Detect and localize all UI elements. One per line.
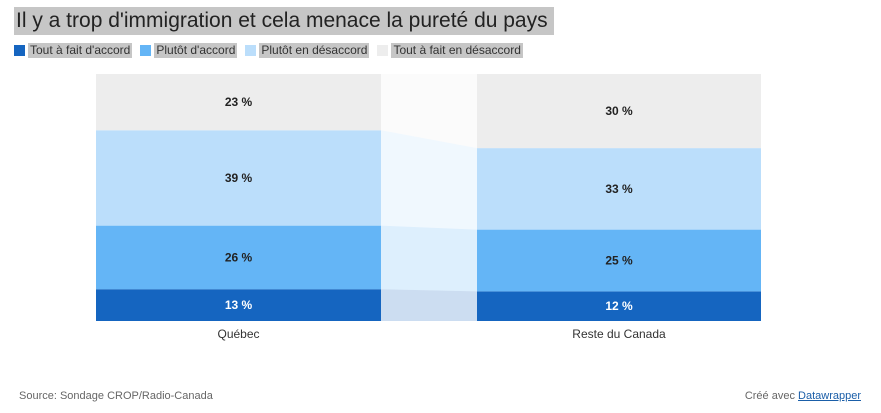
bar-segment — [477, 229, 761, 292]
datawrapper-link[interactable]: Datawrapper — [798, 390, 861, 402]
legend: Tout à fait d'accord Plutôt d'accord Plu… — [14, 42, 531, 58]
legend-item-tout-a-fait-d-accord: Tout à fait d'accord — [14, 42, 133, 58]
bar-segment — [477, 74, 761, 149]
connector-band — [381, 289, 477, 321]
credit-prefix: Créé avec — [744, 390, 795, 402]
legend-swatch — [377, 44, 389, 56]
connector-band — [381, 130, 477, 230]
category-label: Reste du Canada — [572, 327, 666, 341]
value-label: 39 % — [225, 171, 253, 185]
source-note: Source: Sondage CROP/Radio-Canada — [19, 390, 213, 402]
value-label: 25 % — [605, 253, 633, 267]
value-label: 13 % — [225, 298, 253, 312]
legend-label: Tout à fait en désaccord — [391, 42, 523, 58]
connector-band — [381, 74, 477, 149]
bar-segment — [477, 291, 761, 321]
legend-item-tout-a-fait-en-desaccord: Tout à fait en désaccord — [377, 42, 523, 58]
bar-reste-du-canada: 12 % 25 % 33 % 30 % — [477, 74, 761, 321]
value-label: 26 % — [225, 250, 253, 264]
bar-segment — [96, 74, 381, 131]
stacked-bar-chart: 13 % 26 % 39 % 23 % Québec 12 % 25 % 33 % 30 % Re… — [96, 74, 761, 341]
credit-note: Créé avec Datawrapper — [745, 390, 861, 402]
bar-quebec: 13 % 26 % 39 % 23 % — [96, 74, 381, 321]
chart-title: Il y a trop d'immigration et cela menace… — [14, 7, 554, 35]
legend-label: Plutôt en désaccord — [259, 42, 370, 58]
connector-bands — [381, 74, 477, 321]
legend-label: Tout à fait d'accord — [28, 42, 133, 58]
legend-swatch — [245, 44, 257, 56]
value-label: 12 % — [605, 299, 633, 313]
legend-item-plutot-d-accord: Plutôt d'accord — [140, 42, 238, 58]
legend-label: Plutôt d'accord — [154, 42, 238, 58]
value-label: 33 % — [605, 182, 633, 196]
category-label: Québec — [217, 327, 259, 341]
value-label: 30 % — [605, 104, 633, 118]
connector-band — [381, 225, 477, 292]
bar-segment — [96, 289, 381, 321]
legend-swatch — [14, 44, 25, 56]
value-label: 23 % — [225, 95, 253, 109]
bar-segment — [96, 225, 381, 290]
legend-item-plutot-en-desaccord: Plutôt en désaccord — [245, 42, 370, 58]
legend-swatch — [140, 44, 152, 56]
bar-segment — [477, 148, 761, 230]
bar-segment — [96, 130, 381, 226]
